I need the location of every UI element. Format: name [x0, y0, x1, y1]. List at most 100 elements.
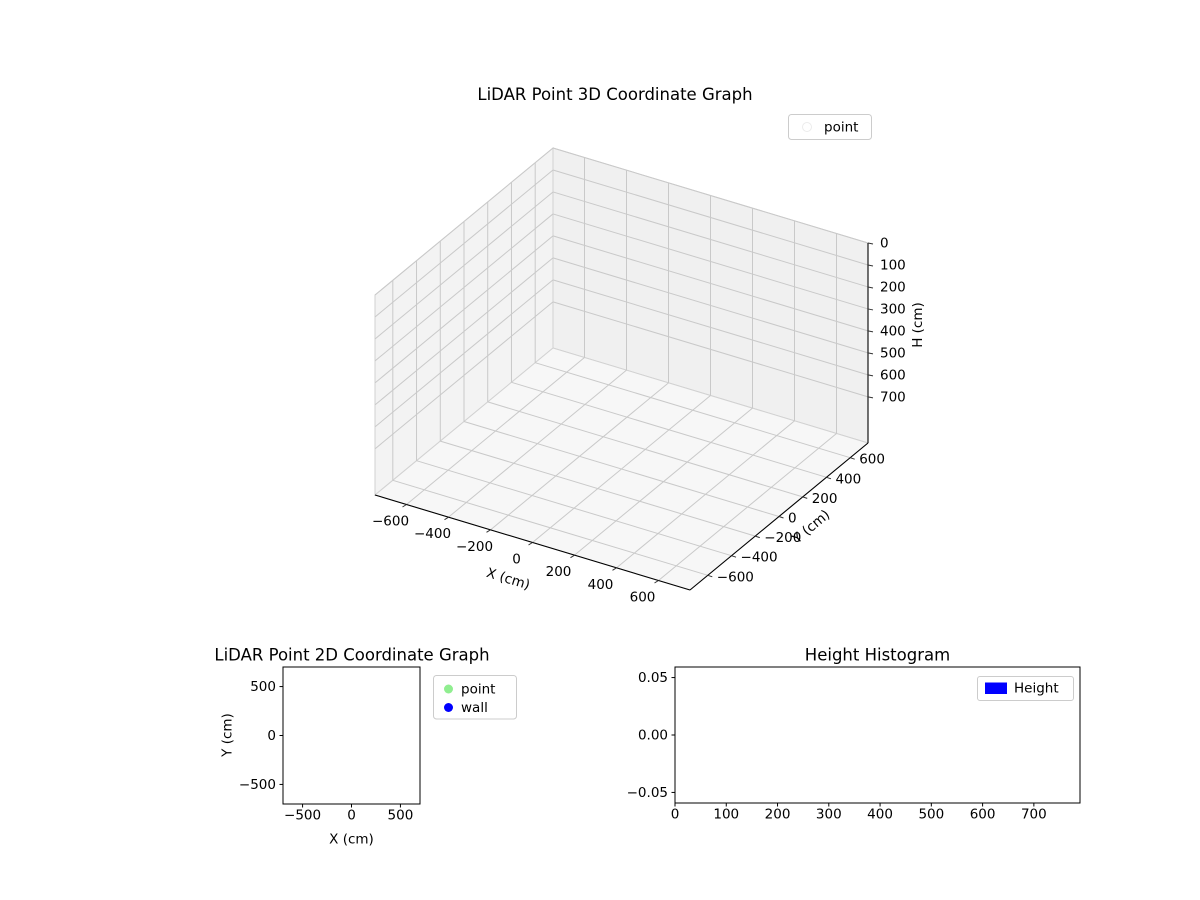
- tick-label: 0: [512, 552, 521, 568]
- tick-label: 700: [1021, 807, 1047, 823]
- tick-mark: [867, 330, 874, 333]
- grid-line: [552, 191, 869, 288]
- grid-line: [552, 301, 869, 398]
- legend-2d-label-point: point: [461, 682, 495, 698]
- tick-label: −500: [239, 777, 276, 793]
- tick-mark: [731, 555, 737, 558]
- tick-label: 600: [859, 452, 885, 468]
- tick-mark: [867, 396, 874, 399]
- grid-line: [552, 147, 869, 244]
- tick-label: −200: [764, 530, 801, 546]
- tick-mark: [402, 504, 407, 508]
- tick-label: 0.05: [638, 670, 668, 686]
- tick-label: 600: [880, 367, 906, 383]
- height-swatch-icon: [985, 682, 1007, 694]
- grid-line: [658, 433, 837, 581]
- h-axis-label-3d: H (cm): [910, 302, 926, 348]
- tick-mark: [570, 554, 575, 559]
- x-axis-label-3d: X (cm): [484, 565, 531, 593]
- wall-marker-icon: [444, 703, 453, 712]
- tick-label: 600: [630, 590, 656, 606]
- grid-line: [374, 147, 554, 296]
- tick-mark: [867, 242, 874, 245]
- grid-line: [552, 213, 869, 310]
- tick-label: 0: [347, 808, 356, 824]
- tick-label: 200: [546, 564, 572, 580]
- grid-line: [374, 257, 554, 406]
- grid-line: [552, 169, 869, 266]
- tick-mark: [850, 457, 855, 460]
- tick-label: 500: [388, 808, 414, 824]
- tick-mark: [486, 529, 491, 533]
- tick-mark: [867, 374, 874, 377]
- tick-mark: [444, 516, 449, 521]
- tick-label: 400: [588, 577, 614, 593]
- tick-mark: [867, 352, 874, 355]
- grid-line: [490, 382, 669, 531]
- plot-histogram: 0 100 200 300 400 500 600 700 0.05 0.00 −0.05 Heig…: [627, 646, 1081, 823]
- tick-mark: [707, 574, 713, 578]
- tick-mark: [867, 264, 874, 267]
- tick-label: −600: [372, 514, 409, 530]
- plot-2d-title: LiDAR Point 2D Coordinate Graph: [214, 646, 489, 665]
- tick-label: 200: [812, 491, 838, 507]
- legend-2d-label-wall: wall: [461, 700, 488, 716]
- plot-histogram-title: Height Histogram: [805, 646, 950, 665]
- tick-label: −500: [284, 808, 321, 824]
- legend-2d-frame: [433, 675, 517, 720]
- grid-line: [406, 357, 585, 505]
- tick-label: 0: [788, 511, 797, 527]
- tick-label: 400: [867, 807, 893, 823]
- plot-3d-grid: [374, 147, 869, 581]
- tick-mark: [826, 476, 832, 480]
- plot-2d: −500 0 500 500 0 −500 LiDAR Point 2D Coordina…: [214, 646, 517, 848]
- tick-label: 0: [880, 236, 889, 252]
- tick-label: −0.05: [627, 785, 668, 801]
- grid-line: [448, 369, 627, 518]
- tick-label: 600: [970, 807, 996, 823]
- grid-line: [552, 257, 869, 354]
- tick-label: 0: [267, 728, 276, 744]
- tick-label: 700: [880, 389, 906, 405]
- grid-line: [616, 420, 795, 569]
- legend-histogram: Height: [977, 676, 1074, 701]
- tick-mark: [867, 308, 874, 311]
- tick-label: −600: [717, 569, 754, 585]
- tick-label: 300: [816, 807, 842, 823]
- tick-label: 300: [880, 301, 906, 317]
- tick-label: −400: [414, 526, 451, 542]
- tick-label: 500: [880, 345, 906, 361]
- legend-histogram-label-height: Height: [1014, 681, 1059, 697]
- tick-mark: [802, 496, 808, 499]
- grid-line: [374, 279, 554, 428]
- legend-3d-frame: [788, 114, 872, 140]
- tick-mark: [867, 286, 874, 289]
- tick-label: 400: [880, 323, 906, 339]
- plot-frame: [282, 666, 421, 805]
- point-marker-icon: [802, 122, 812, 132]
- grid-line: [552, 279, 869, 376]
- tick-label: 500: [918, 807, 944, 823]
- plot-histogram-axes: 0 100 200 300 400 500 600 700 0.05 0.00 −0.05: [627, 666, 1081, 823]
- tick-label: 0: [671, 807, 680, 823]
- grid-line: [374, 235, 554, 384]
- tick-label: 500: [250, 679, 276, 695]
- tick-label: −200: [456, 539, 493, 555]
- point-marker-icon: [444, 684, 453, 694]
- tick-mark: [528, 542, 533, 546]
- grid-line: [374, 213, 554, 362]
- plot-3d-title: LiDAR Point 3D Coordinate Graph: [477, 85, 752, 104]
- grid-line: [374, 169, 554, 318]
- tick-label: 100: [713, 807, 739, 823]
- grid-line: [532, 395, 711, 543]
- legend-2d: point wall: [433, 675, 517, 720]
- grid-line: [574, 407, 753, 556]
- legend-3d-label-point: point: [824, 120, 858, 136]
- tick-label: 100: [880, 257, 906, 273]
- tick-label: 0.00: [638, 728, 668, 744]
- tick-label: 200: [765, 807, 791, 823]
- grid-line: [552, 235, 869, 332]
- plot-3d-ticklabels: −600 −400 −200 0 200 400 600 −600 −400 −200 0 200 40…: [372, 236, 906, 606]
- tick-mark: [612, 567, 617, 571]
